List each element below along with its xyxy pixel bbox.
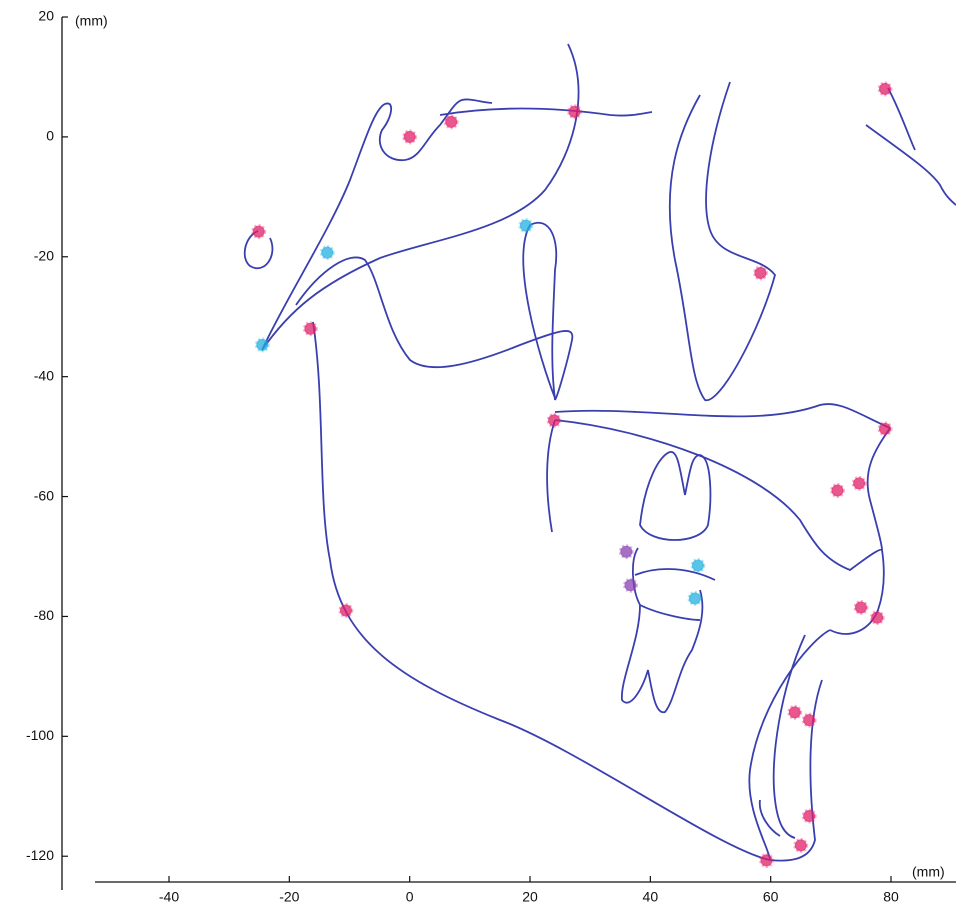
tracing-line [555,404,890,428]
landmark [520,220,532,232]
landmark [620,546,632,558]
y-tick-label: -20 [34,247,54,263]
y-tick-label: -60 [34,487,54,503]
landmark [404,131,416,143]
y-tick-label: -40 [34,367,54,383]
landmark [253,226,265,238]
landmark [624,579,636,591]
x-tick-label: 0 [406,889,414,905]
tracing [245,44,956,861]
y-tick-label: -120 [26,847,54,863]
landmark [803,810,815,822]
landmark [879,423,891,435]
tracing-line [262,99,492,350]
x-tick-label: 60 [763,889,779,905]
landmark [445,116,457,128]
x-axis-label: (mm) [912,864,945,880]
landmark [831,485,843,497]
y-tick-label: -100 [26,727,54,743]
y-tick-label: 20 [38,8,54,24]
landmark [692,559,704,571]
x-tick-label: -20 [279,889,299,905]
x-tick-label: 80 [883,889,899,905]
tracing-line [555,420,884,634]
landmark [803,714,815,726]
chart: (mm) (mm) 20 0 -20 -40 -60 -80 -100 -120 -40 -20 0… [0,0,956,909]
landmark [304,323,316,335]
tracing-line [868,428,890,550]
tracing-line [547,420,555,532]
tracing-line [262,44,578,350]
x-tick-label: 20 [522,889,538,905]
landmark [795,839,807,851]
tooth-outline [622,548,703,712]
tracing-line [760,800,780,836]
tracing-line [774,635,805,838]
landmark [569,106,581,118]
landmark [754,267,766,279]
landmark [340,604,352,616]
x-tick-label: -40 [159,889,179,905]
tracing-line [670,82,775,400]
tracing-line [866,125,956,205]
landmark [789,706,801,718]
tracing-line [523,223,556,400]
y-axis-label: (mm) [75,13,108,29]
landmark [256,339,268,351]
landmark [548,414,560,426]
tracing-line [749,630,830,860]
tracing-line [440,109,652,116]
landmark [853,477,865,489]
tracing-line [888,88,915,150]
landmark [760,854,772,866]
landmark [321,247,333,259]
y-tick-label: 0 [46,128,54,144]
landmark [879,83,891,95]
landmark [871,612,883,624]
tooth-outline [640,452,710,540]
landmark [855,601,867,613]
landmark [689,592,701,604]
y-tick-label: -80 [34,607,54,623]
tracing-line [313,322,822,861]
x-tick-label: 40 [643,889,659,905]
